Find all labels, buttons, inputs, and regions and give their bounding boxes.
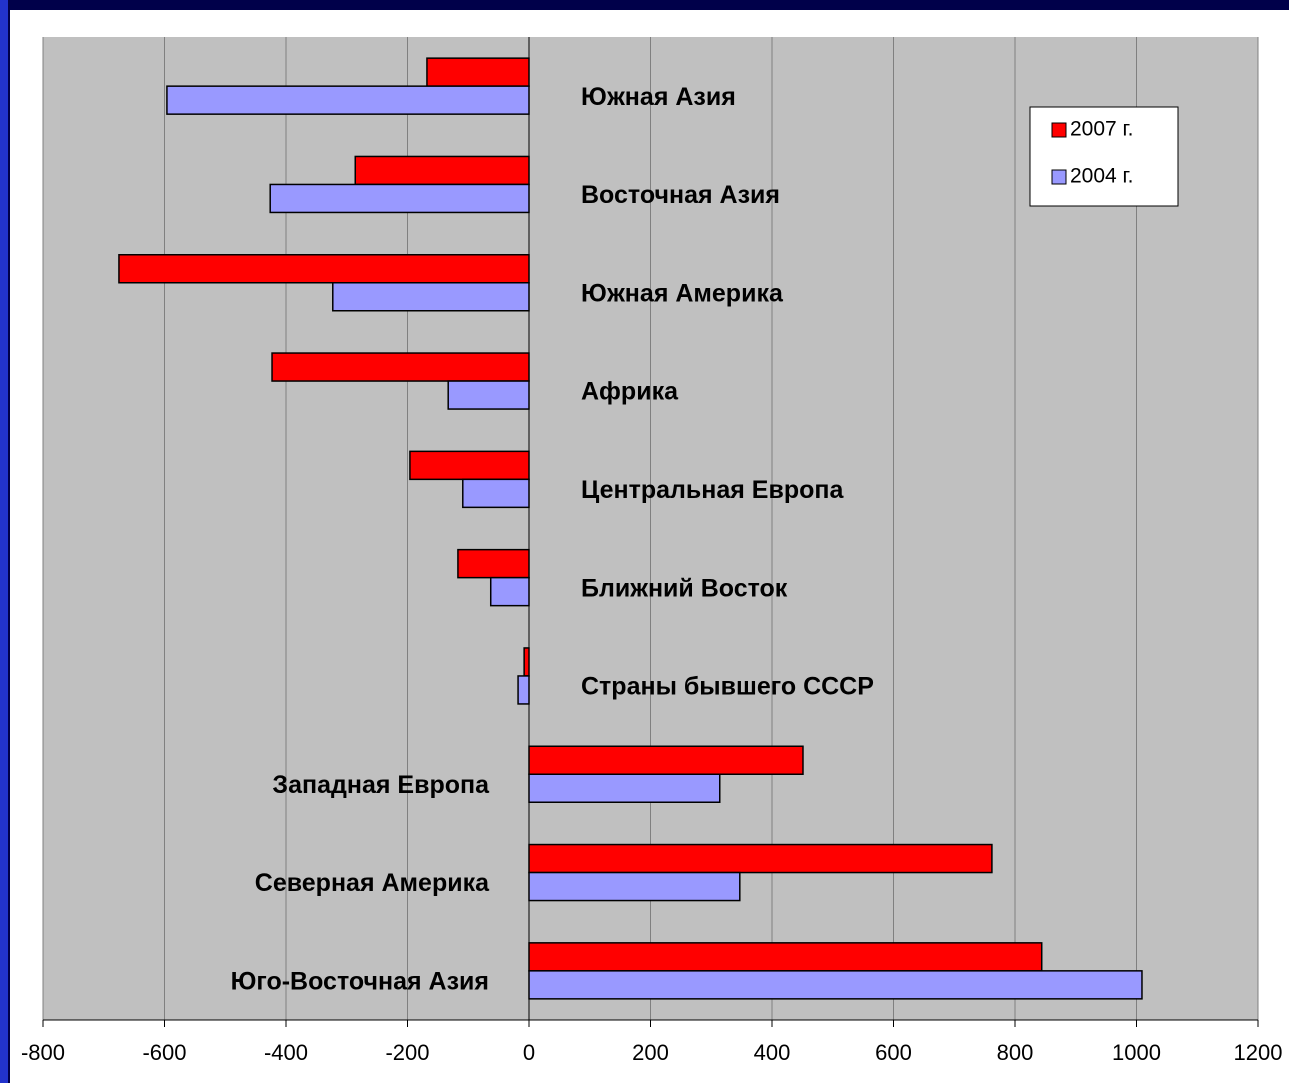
bar [462,478,530,509]
x-tick-label: 400 [754,1040,791,1065]
category-label: Страны бывшего СССР [581,673,874,701]
category-label: Северная Америка [255,869,490,897]
x-tick-label: 800 [997,1040,1034,1065]
bar [528,942,1043,972]
category-label: Ближний Восток [581,574,788,602]
bar [447,380,530,410]
category-label: Южная Америка [581,279,784,307]
x-tick-label: 1200 [1234,1040,1283,1065]
bar [332,282,530,312]
legend-swatch [1051,122,1067,138]
bar [269,183,530,214]
bar [271,352,530,382]
category-label: Юго-Восточная Азия [231,967,489,995]
category-label: Центральная Европа [581,476,844,504]
side-strip [0,0,8,1083]
bar [528,745,804,775]
bar [528,773,721,803]
bar [166,85,530,115]
x-tick-label: 1000 [1112,1040,1161,1065]
bar [528,871,741,902]
x-tick-label: -200 [385,1040,429,1065]
bar [426,57,530,87]
bar [409,450,530,481]
category-label: Африка [581,378,679,406]
bar [528,843,993,874]
x-tick-label: 0 [523,1040,535,1065]
bar [118,254,530,284]
category-label: Западная Европа [272,771,490,799]
legend-swatch [1051,169,1067,185]
x-tick-label: 600 [875,1040,912,1065]
bar [489,576,530,607]
bar [354,155,530,186]
bar [528,970,1143,1000]
legend-label: 2004 г. [1070,165,1133,188]
bar [517,675,530,705]
x-tick-label: -600 [142,1040,186,1065]
bar [457,548,530,579]
x-tick-label: 200 [632,1040,669,1065]
category-label: Южная Азия [581,83,736,111]
legend-label: 2007 г. [1070,118,1133,141]
bar [523,647,530,677]
x-tick-label: -800 [21,1040,65,1065]
category-label: Восточная Азия [581,181,780,209]
x-tick-label: -400 [264,1040,308,1065]
